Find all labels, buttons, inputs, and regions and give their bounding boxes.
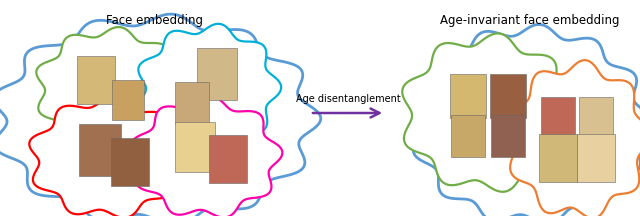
Polygon shape xyxy=(412,24,640,216)
Bar xyxy=(451,115,485,157)
Bar xyxy=(175,122,215,172)
Polygon shape xyxy=(131,97,282,216)
Bar xyxy=(79,124,121,176)
Text: Age-invariant face embedding: Age-invariant face embedding xyxy=(440,14,620,27)
Bar xyxy=(209,135,247,183)
Text: Face embedding: Face embedding xyxy=(106,14,204,27)
Bar xyxy=(175,82,209,124)
Polygon shape xyxy=(29,97,187,216)
Bar xyxy=(197,48,237,100)
Bar xyxy=(111,138,149,186)
Bar xyxy=(579,97,613,139)
Polygon shape xyxy=(508,60,640,216)
Bar xyxy=(112,80,144,120)
Bar xyxy=(541,97,575,139)
Polygon shape xyxy=(138,24,281,152)
Bar xyxy=(491,115,525,157)
Bar xyxy=(490,74,526,118)
Polygon shape xyxy=(36,27,187,148)
Polygon shape xyxy=(403,33,575,192)
Bar xyxy=(539,134,577,182)
Bar xyxy=(577,134,615,182)
Text: Age disentanglement: Age disentanglement xyxy=(296,94,401,104)
Polygon shape xyxy=(0,14,321,216)
Bar xyxy=(450,74,486,118)
Bar xyxy=(77,56,115,104)
